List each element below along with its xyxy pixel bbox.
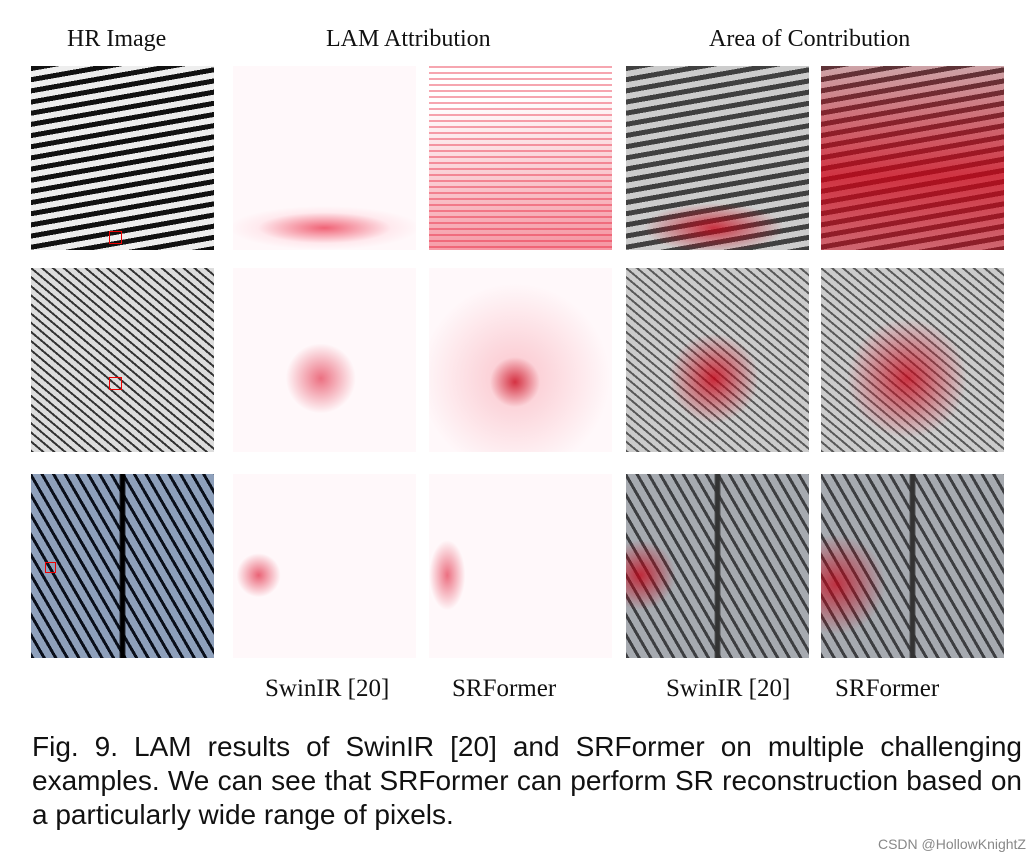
area-swinir-row2 — [626, 268, 809, 452]
figure-caption: Fig. 9. LAM results of SwinIR [20] and S… — [32, 731, 1022, 830]
hr-image-row1 — [31, 66, 214, 250]
hr-image-row2 — [31, 268, 214, 452]
area-srformer-row2 — [821, 268, 1004, 452]
selection-box — [109, 377, 122, 390]
watermark: CSDN @HollowKnightZ — [877, 836, 1026, 852]
area-swinir-row1 — [626, 66, 809, 250]
label-srformer-lam: SRFormer — [452, 675, 557, 702]
lam-swinir-row3 — [233, 474, 416, 658]
area-srformer-row1 — [821, 66, 1004, 250]
lam-swinir-row2 — [233, 268, 416, 452]
label-swinir-lam: SwinIR [20] — [265, 675, 390, 702]
area-swinir-row3 — [626, 474, 809, 658]
label-swinir-area: SwinIR [20] — [666, 675, 791, 702]
selection-box — [45, 562, 56, 573]
header-area-of-contribution: Area of Contribution — [709, 26, 911, 52]
lam-srformer-row3 — [429, 474, 612, 658]
lam-swinir-row1 — [233, 66, 416, 250]
label-srformer-area: SRFormer — [835, 675, 940, 702]
lam-srformer-row1 — [429, 66, 612, 250]
area-srformer-row3 — [821, 474, 1004, 658]
lam-srformer-row2 — [429, 268, 612, 452]
hr-image-row3 — [31, 474, 214, 658]
header-lam-attribution: LAM Attribution — [326, 26, 491, 52]
selection-box — [109, 231, 122, 244]
header-hr-image: HR Image — [67, 26, 167, 52]
